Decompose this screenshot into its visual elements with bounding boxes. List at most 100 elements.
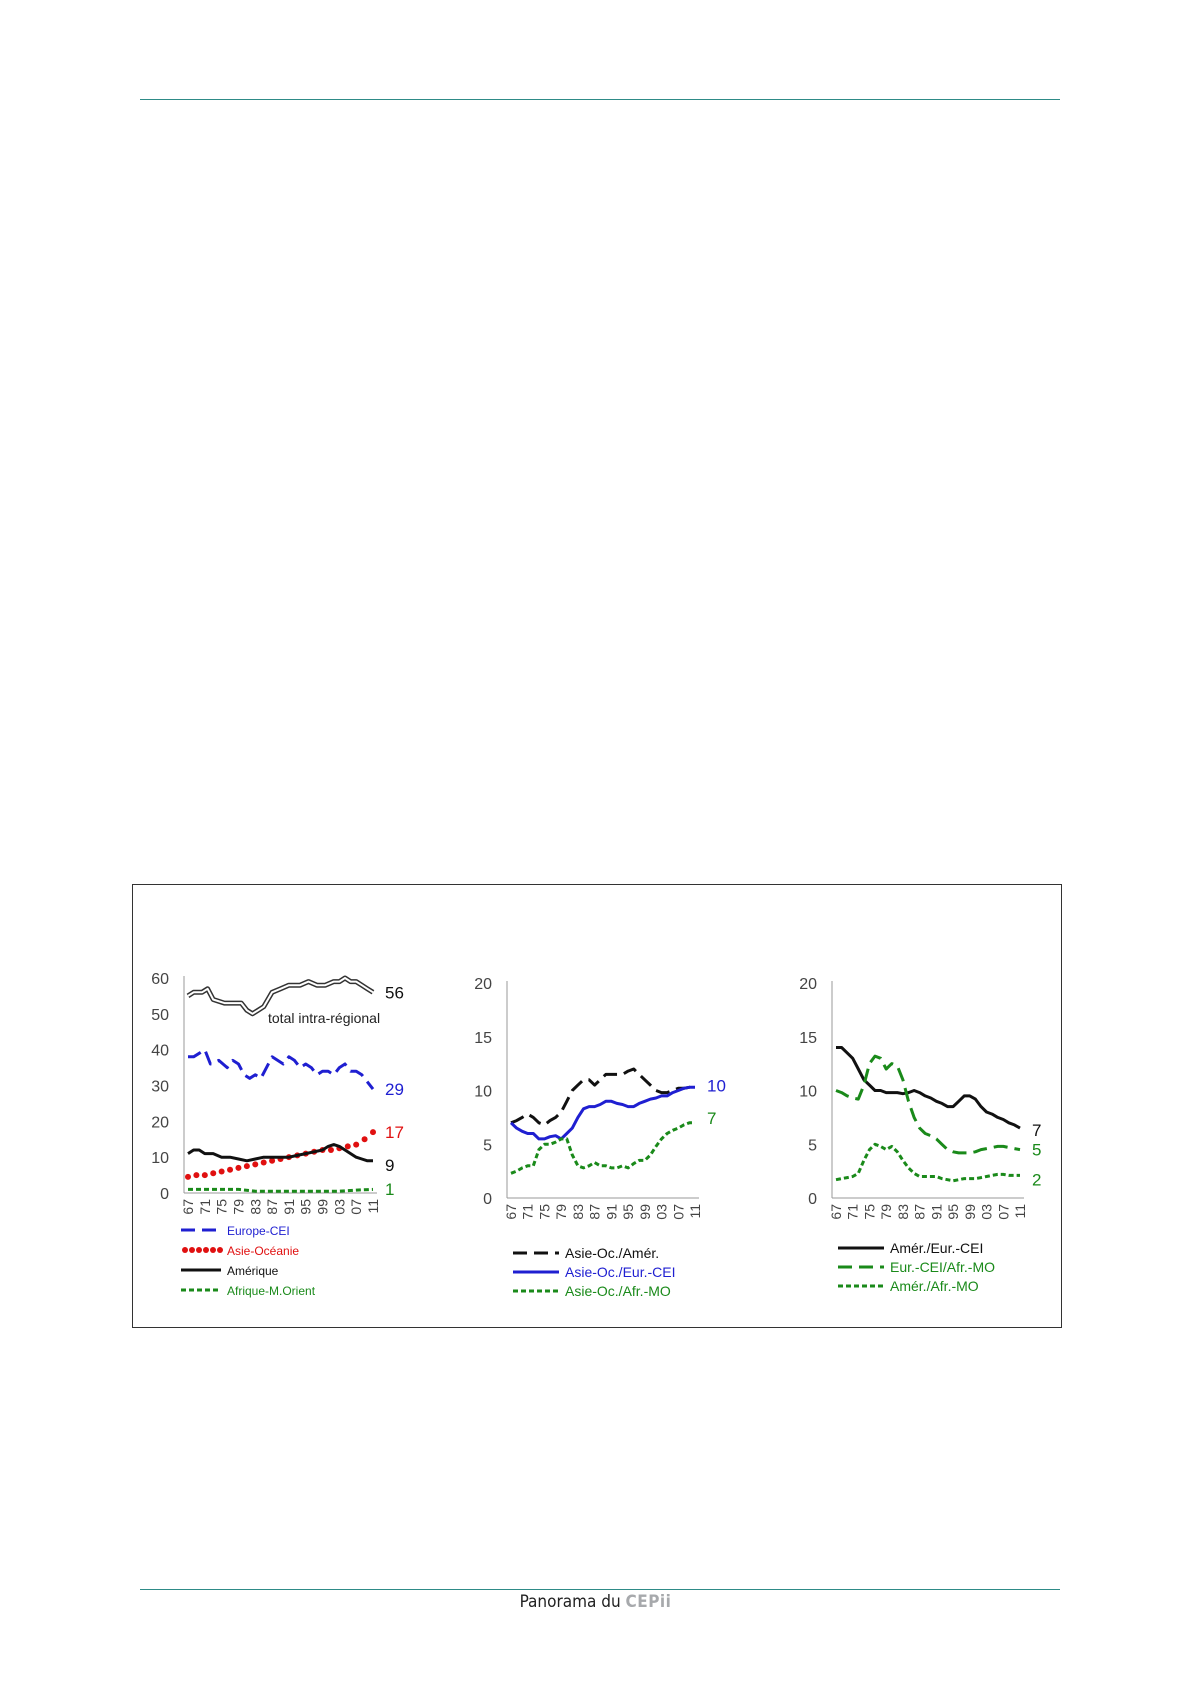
y-tick-label: 20 (474, 976, 492, 993)
x-tick-label: 91 (281, 1199, 297, 1215)
legend-label-amer_afr: Amér./Afr.-MO (890, 1278, 979, 1294)
legend-swatch-asie (203, 1247, 209, 1253)
x-tick-label: 67 (180, 1199, 196, 1215)
x-tick-label: 11 (365, 1199, 381, 1214)
end-label-amerique: 9 (385, 1156, 394, 1175)
legend-swatch-asie (210, 1247, 216, 1253)
y-tick-label: 20 (151, 1114, 169, 1131)
end-label-asoc_eur: 10 (707, 1076, 726, 1095)
annotation-total-intra-regional: total intra-régional (268, 1010, 380, 1026)
end-label-total: 56 (385, 983, 404, 1002)
series-point-asie (201, 1172, 208, 1179)
series-line-asoc_eur (509, 1085, 695, 1141)
x-tick-label: 07 (995, 1204, 1011, 1220)
end-label-asoc_afr: 7 (707, 1109, 716, 1128)
header-rule (140, 99, 1060, 100)
x-tick-label: 11 (1012, 1204, 1028, 1219)
x-tick-label: 79 (553, 1204, 569, 1220)
series-line-eur_afr (835, 1054, 1021, 1155)
y-tick-label: 10 (151, 1150, 169, 1167)
series-point-asie (235, 1164, 242, 1171)
series-line-amer_afr (835, 1142, 1020, 1183)
x-tick-label: 75 (861, 1204, 877, 1220)
y-tick-label: 15 (799, 1030, 817, 1047)
y-tick-label: 0 (483, 1191, 492, 1208)
series-point-asie (210, 1170, 217, 1177)
series-point-asie (344, 1143, 351, 1150)
series-line-amer_eur (836, 1046, 1021, 1130)
x-tick-label: 75 (536, 1204, 552, 1220)
y-tick-label: 30 (151, 1079, 169, 1096)
y-tick-label: 15 (474, 1030, 492, 1047)
x-tick-label: 91 (603, 1204, 619, 1220)
series-point-asie (361, 1136, 368, 1143)
y-tick-label: 20 (799, 976, 817, 993)
x-tick-label: 79 (230, 1199, 246, 1215)
x-tick-label: 87 (587, 1204, 603, 1220)
series-point-asie (218, 1168, 225, 1175)
footer-prefix: Panorama du (519, 1592, 621, 1612)
x-tick-label: 95 (620, 1204, 636, 1220)
series-point-asie (243, 1163, 250, 1170)
x-tick-label: 95 (298, 1199, 314, 1215)
x-tick-label: 07 (348, 1199, 364, 1215)
y-tick-label: 50 (151, 1007, 169, 1024)
legend-label-afrique: Afrique-M.Orient (227, 1284, 316, 1298)
series-point-asie (370, 1129, 376, 1136)
y-tick-label: 10 (474, 1084, 492, 1101)
end-label-amer_eur: 7 (1032, 1121, 1041, 1140)
x-tick-label: 67 (503, 1204, 519, 1220)
series-line-afrique (188, 1187, 374, 1193)
series-point-asie (260, 1159, 267, 1166)
legend-label-amerique: Amérique (227, 1264, 279, 1278)
legend-label-amer_eur: Amér./Eur.-CEI (890, 1240, 983, 1256)
x-tick-label: 87 (264, 1199, 280, 1215)
series-point-asie (252, 1161, 259, 1168)
legend-swatch-asie (217, 1247, 223, 1253)
series-line-amerique (187, 1143, 373, 1163)
x-tick-label: 99 (637, 1204, 653, 1220)
series-point-asie (193, 1172, 200, 1179)
series-point-asie (227, 1166, 234, 1173)
x-tick-label: 71 (845, 1204, 861, 1220)
y-tick-label: 0 (808, 1191, 817, 1208)
legend-label-asoc_amer: Asie-Oc./Amér. (565, 1245, 659, 1261)
footer-rule (140, 1589, 1060, 1590)
y-tick-label: 10 (799, 1084, 817, 1101)
legend-label-europe: Europe-CEI (227, 1224, 290, 1238)
x-tick-label: 99 (315, 1199, 331, 1215)
series-line-europe (188, 1048, 375, 1091)
figure-frame: 0 10 20 30 40 50 60 67 71 75 79 83 87 91 95 99 03 07 11 56 2… (132, 884, 1062, 1328)
x-tick-label: 03 (979, 1204, 995, 1220)
x-tick-label: 83 (570, 1204, 586, 1220)
x-tick-label: 99 (962, 1204, 978, 1220)
x-tick-label: 03 (331, 1199, 347, 1215)
legend-swatch-asie (196, 1247, 202, 1253)
x-tick-label: 95 (945, 1204, 961, 1220)
x-tick-label: 67 (828, 1204, 844, 1220)
y-tick-label: 5 (483, 1137, 492, 1154)
end-label-afrique: 1 (385, 1180, 394, 1199)
x-tick-label: 71 (197, 1199, 213, 1215)
x-tick-label: 03 (654, 1204, 670, 1220)
x-tick-label: 83 (247, 1199, 263, 1215)
legend-swatch-asie (189, 1247, 195, 1253)
y-tick-label: 5 (808, 1137, 817, 1154)
y-tick-label: 40 (151, 1043, 169, 1060)
legend-label-asie: Asie-Océanie (227, 1244, 299, 1258)
x-tick-label: 91 (928, 1204, 944, 1220)
series-point-asie (327, 1147, 334, 1153)
end-label-amer_afr: 2 (1032, 1170, 1041, 1189)
y-tick-label: 60 (151, 971, 169, 988)
legend-swatch-asie (182, 1247, 188, 1253)
legend-label-asoc_afr: Asie-Oc./Afr.-MO (565, 1283, 671, 1299)
series-line-total-inner (187, 977, 374, 1015)
series-point-asie (353, 1141, 360, 1148)
x-tick-label: 83 (895, 1204, 911, 1220)
legend-label-eur_afr: Eur.-CEI/Afr.-MO (890, 1259, 995, 1275)
x-tick-label: 79 (878, 1204, 894, 1220)
end-label-europe: 29 (385, 1080, 404, 1099)
series-point-asie (185, 1173, 191, 1180)
y-tick-label: 0 (160, 1186, 169, 1203)
series-line-total-outer (186, 975, 375, 1017)
